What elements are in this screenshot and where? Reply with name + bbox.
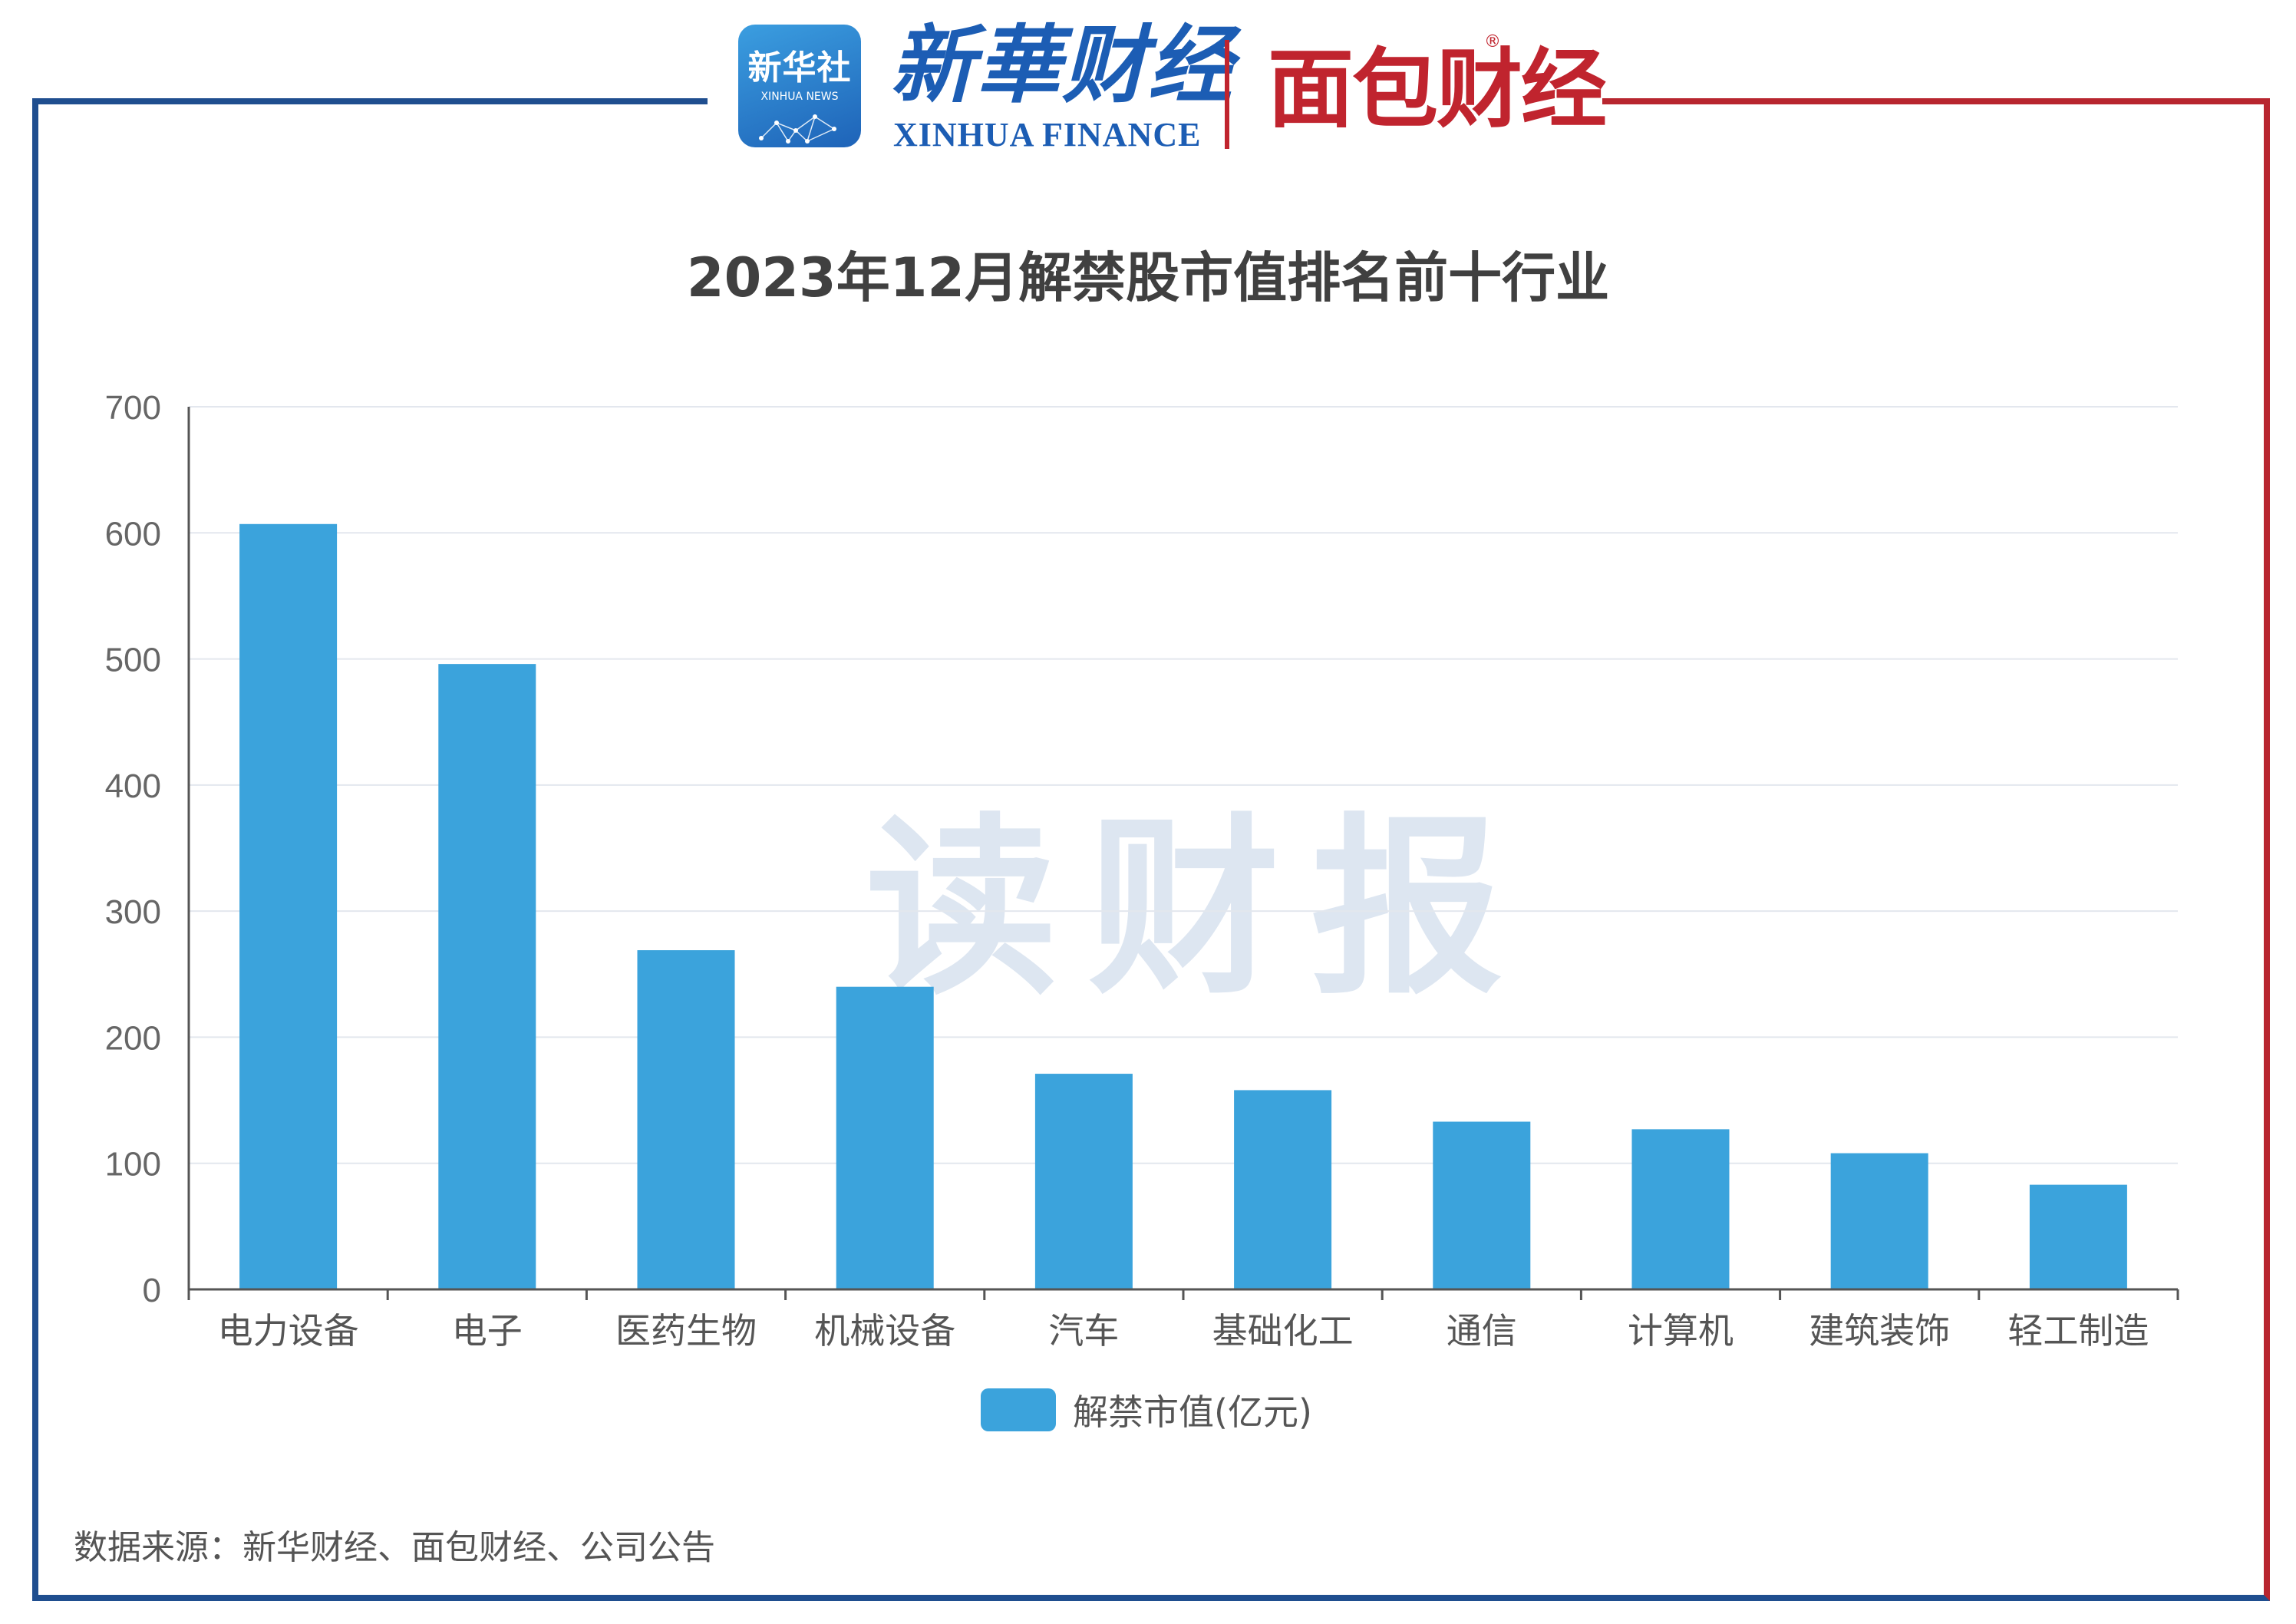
bar: [239, 523, 338, 1289]
legend-label: 解禁市值(亿元): [1073, 1391, 1312, 1433]
bar: [1034, 1074, 1133, 1289]
y-tick-label: 600: [105, 515, 161, 553]
mianbao-finance-logo: 面包财经: [1268, 40, 1607, 140]
bar: [637, 950, 735, 1289]
xinhua-badge-text: 新华社: [747, 48, 852, 87]
x-tick-label: 通信: [1447, 1310, 1517, 1352]
y-tick-label: 500: [105, 642, 161, 679]
bar: [1234, 1090, 1332, 1289]
x-tick-label: 建筑装饰: [1809, 1310, 1950, 1352]
frame-right: [708, 98, 2270, 1601]
logo-divider: [1225, 40, 1229, 149]
y-tick-label: 0: [143, 1272, 161, 1309]
y-tick-label: 400: [105, 767, 161, 805]
xinhua-badge-sub: XINHUA NEWS: [760, 91, 839, 103]
bar: [1631, 1129, 1730, 1289]
bar: [1433, 1121, 1531, 1289]
x-tick-label: 机械设备: [814, 1310, 955, 1352]
x-tick-label: 计算机: [1628, 1310, 1734, 1352]
y-tick-label: 700: [105, 389, 161, 427]
legend-swatch: [981, 1388, 1056, 1431]
y-tick-label: 300: [105, 893, 161, 931]
y-tick-label: 200: [105, 1019, 161, 1057]
xinhua-news-logo: 新华社 XINHUA NEWS: [738, 25, 861, 147]
network-icon: [759, 114, 836, 144]
x-tick-label: 基础化工: [1212, 1310, 1354, 1352]
xinhua-finance-logo-cn: 新華财经: [890, 15, 1234, 114]
frame-left: [32, 98, 708, 1601]
xinhua-finance-logo-en: XINHUA FINANCE: [893, 116, 1202, 153]
x-tick-label: 汽车: [1048, 1310, 1119, 1352]
x-tick-label: 电力设备: [218, 1310, 359, 1352]
y-tick-label: 100: [105, 1146, 161, 1183]
legend: 解禁市值(亿元): [981, 1385, 1312, 1435]
bars: [239, 523, 2127, 1289]
source-note: 数据来源：新华财经、面包财经、公司公告: [74, 1528, 715, 1567]
watermark: 读财报: [866, 797, 1533, 1020]
x-tick-label: 电子: [452, 1310, 523, 1352]
bar: [438, 664, 536, 1289]
axes: 0 100 200 300 400 500 600 700 电力设备 电子 医药生物 机械设备 汽车 基础…: [105, 389, 2179, 1352]
bar: [836, 986, 934, 1289]
x-tick-label: 轻工制造: [2007, 1310, 2149, 1352]
bar: [2029, 1184, 2127, 1289]
bar: [1830, 1153, 1928, 1289]
x-tick-label: 医药生物: [615, 1310, 757, 1352]
registered-mark: ®: [1484, 32, 1501, 51]
frame-right-top: [1602, 98, 2270, 104]
chart-title: 2023年12月解禁股市值排名前十行业: [686, 246, 1610, 309]
